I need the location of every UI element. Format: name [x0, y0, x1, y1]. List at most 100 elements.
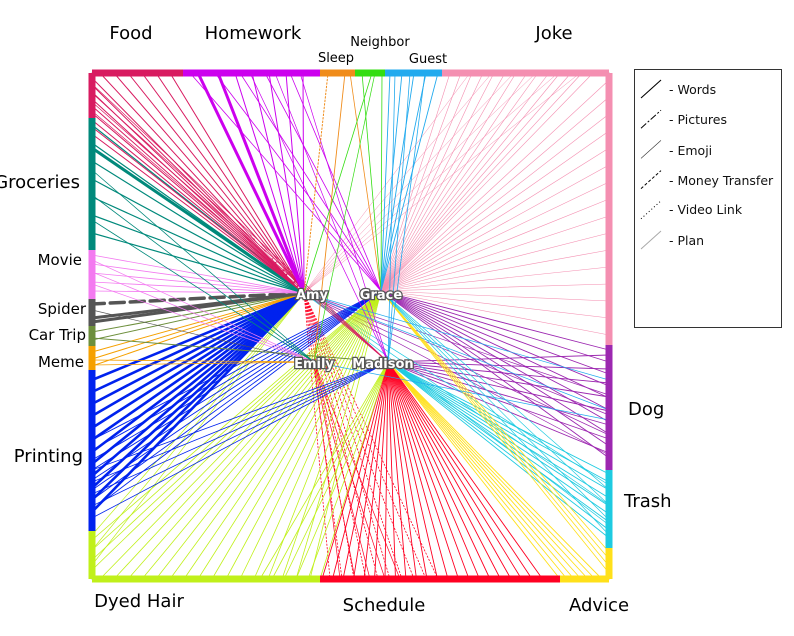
link-amy-0	[196, 71, 306, 295]
link-amy-2	[90, 291, 306, 406]
link-amy-1	[91, 292, 305, 341]
link-madison-0	[387, 72, 396, 363]
link-grace-0	[99, 290, 382, 580]
link-amy-2	[91, 292, 305, 566]
topic-label-dog: Dog	[628, 399, 664, 420]
link-amy-3	[90, 291, 306, 418]
link-grace-6	[380, 181, 610, 292]
link-emily-0	[313, 72, 346, 363]
topic-label-joke: Joke	[534, 23, 572, 44]
link-amy-1	[90, 291, 306, 324]
link-grace-0	[91, 290, 382, 441]
link-grace-5	[380, 164, 610, 292]
link-madison-2	[91, 101, 389, 363]
legend: - Words - Pictures - Emoji - Money Trans…	[634, 69, 782, 328]
link-grace-2	[91, 290, 382, 461]
link-emily-0	[91, 169, 315, 363]
link-grace-15	[309, 290, 382, 580]
link-grace-1	[380, 290, 610, 363]
link-grace-8	[380, 290, 610, 447]
link-amy-5	[91, 214, 305, 294]
link-amy-2	[91, 292, 305, 367]
person-madison: Madison	[352, 357, 413, 372]
link-madison-7	[387, 361, 610, 531]
link-grace-15	[380, 290, 610, 336]
link-madison-4	[307, 361, 389, 580]
link-madison-5	[374, 361, 389, 580]
link-grace-2	[380, 290, 610, 375]
link-amy-4	[91, 290, 305, 294]
topic-label-trash: Trash	[623, 491, 672, 512]
link-amy-0	[111, 79, 305, 294]
person-emily: Emily	[294, 357, 334, 372]
link-amy-1	[303, 292, 610, 506]
link-emily-0	[91, 259, 315, 363]
link-grace-0	[91, 290, 382, 541]
link-madison-15	[387, 361, 480, 580]
person-amy: Amy	[296, 288, 329, 303]
link-madison-2	[91, 361, 389, 495]
link-amy-8	[90, 291, 306, 478]
link-amy-0	[90, 146, 306, 295]
link-amy-1	[91, 263, 305, 294]
link-grace-5	[169, 290, 382, 580]
link-madison-9	[387, 361, 417, 580]
link-grace-2	[91, 290, 382, 561]
link-madison-7	[387, 361, 610, 454]
link-grace-3	[91, 290, 382, 471]
link-grace-0	[380, 290, 610, 553]
link-grace-7	[380, 198, 610, 292]
link-amy-4	[91, 196, 305, 294]
link-grace-10	[239, 290, 382, 580]
link-madison-2	[387, 361, 610, 384]
link-madison-0	[387, 361, 610, 475]
link-amy-0	[91, 292, 305, 333]
link-grace-0	[189, 72, 382, 292]
legend-line-samples	[640, 79, 662, 250]
link-emily-0	[91, 309, 315, 363]
link-madison-2	[387, 72, 426, 363]
link-emily-1	[91, 361, 315, 366]
topic-label-movie: Movie	[38, 251, 82, 269]
link-grace-4	[380, 72, 495, 292]
link-grace-0	[380, 290, 610, 351]
link-madison-2	[387, 361, 575, 580]
link-madison-20	[387, 361, 533, 580]
link-amy-0	[303, 72, 471, 294]
link-amy-3	[141, 72, 305, 294]
person-grace: Grace	[360, 288, 403, 303]
link-madison-2	[342, 361, 389, 580]
link-amy-3	[303, 72, 537, 294]
link-amy-5	[91, 112, 305, 294]
link-madison-4	[91, 361, 389, 519]
link-grace-10	[380, 72, 561, 292]
link-madison-1	[271, 361, 389, 580]
link-grace-0	[380, 79, 610, 292]
legend-label-money-transfer: - Money Transfer	[669, 173, 774, 188]
link-grace-2	[380, 113, 610, 292]
link-amy-9	[90, 291, 306, 490]
legend-label-words: - Words	[669, 82, 716, 97]
link-amy-0	[91, 254, 305, 294]
link-emily-1	[91, 194, 315, 363]
link-amy-8	[91, 133, 305, 294]
link-grace-2	[127, 290, 382, 580]
link-madison-4	[387, 361, 610, 507]
link-grace-3	[264, 72, 382, 292]
link-madison-5	[387, 361, 610, 515]
link-grace-2	[380, 72, 473, 292]
link-grace-4	[155, 290, 382, 580]
topic-label-meme: Meme	[38, 353, 84, 371]
legend-box	[634, 69, 782, 328]
link-madison-1	[91, 361, 389, 483]
link-grace-0	[380, 290, 610, 491]
link-amy-1	[303, 72, 493, 294]
link-madison-8	[387, 361, 610, 539]
legend-label-video-link: - Video Link	[669, 202, 743, 217]
link-emily-1	[313, 361, 356, 580]
link-grace-11	[380, 72, 572, 292]
link-grace-9	[380, 72, 550, 292]
link-amy-3	[303, 292, 610, 456]
link-grace-1	[380, 290, 610, 506]
link-madison-1	[387, 361, 610, 370]
